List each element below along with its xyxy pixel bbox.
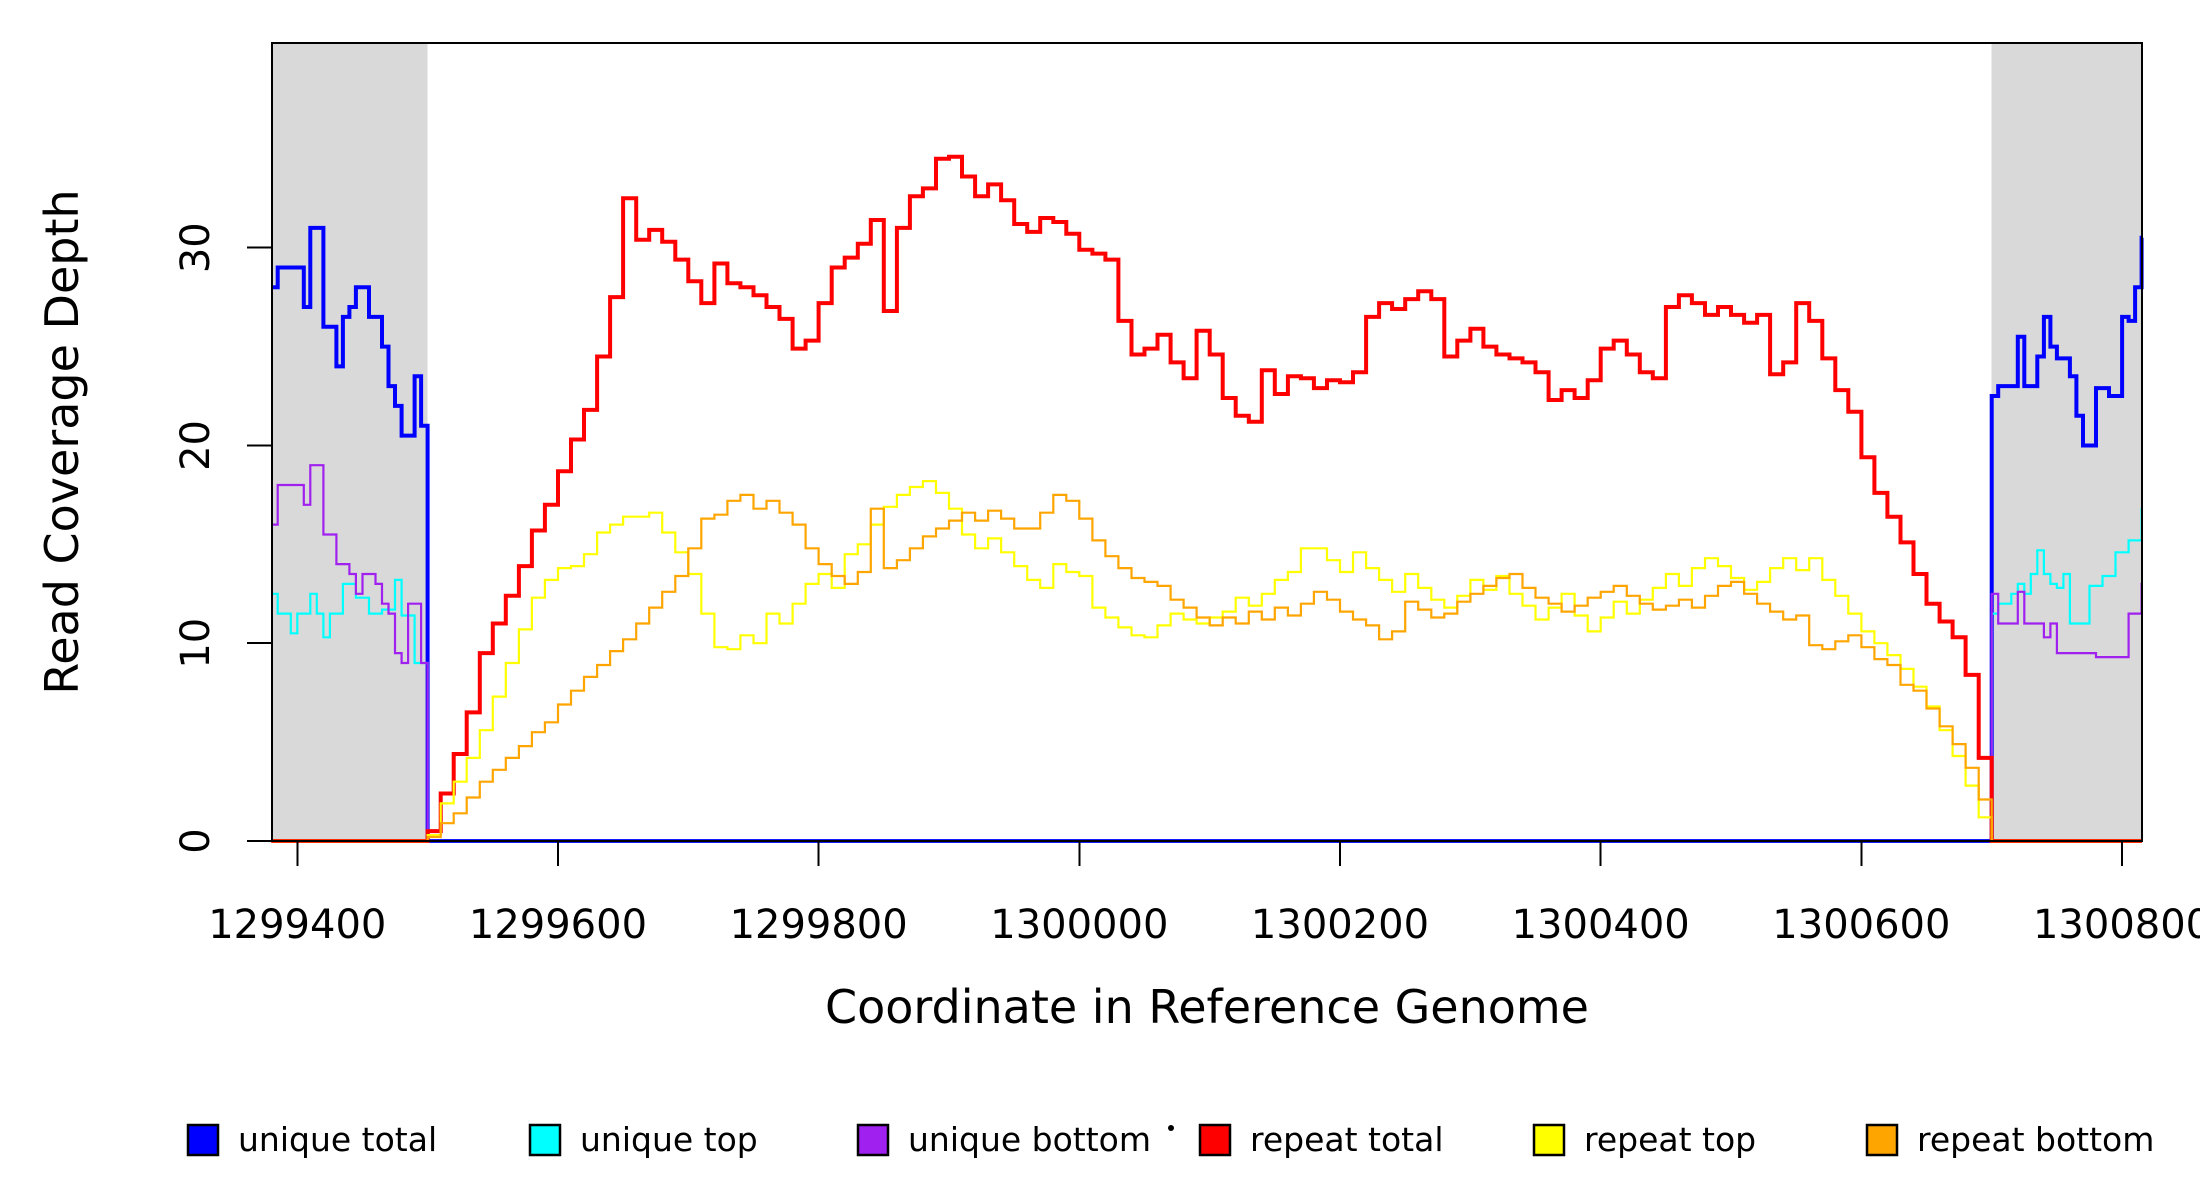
x-tick-label: 1299800 (730, 902, 908, 948)
legend-item-unique-bottom: unique bottom (856, 1120, 1151, 1159)
legend-item-repeat-total: repeat total (1198, 1120, 1444, 1159)
legend-label: unique bottom (908, 1120, 1151, 1159)
series-line-repeat-top (271, 480, 2142, 843)
legend-item-unique-top: unique top (528, 1120, 758, 1159)
series-line-unique-bottom (271, 464, 2143, 843)
shaded-regions (272, 43, 2142, 841)
legend-label: unique total (238, 1120, 437, 1159)
legend-label: repeat top (1584, 1120, 1756, 1159)
legend-label: repeat bottom (1917, 1120, 2154, 1159)
series-line-unique-top (271, 507, 2143, 843)
x-axis: 1299400 1299600 1299800 1300000 1300200 13004… (208, 841, 2200, 948)
legend-swatch-repeat-bottom (1865, 1123, 1899, 1157)
stray-dot-artifact (1168, 1125, 1174, 1131)
y-tick-label: 30 (173, 222, 219, 273)
x-tick-label: 1300400 (1512, 902, 1690, 948)
x-tick-label: 1300600 (1772, 902, 1950, 948)
y-axis-title: Read Coverage Depth (35, 189, 89, 694)
shaded-region (272, 43, 428, 841)
y-tick-label: 10 (173, 618, 219, 669)
series-line-repeat-bottom (271, 493, 2142, 843)
legend-item-unique-total: unique total (186, 1120, 437, 1159)
legend-item-repeat-bottom: repeat bottom (1865, 1120, 2154, 1159)
x-tick-label: 1300800 (2033, 902, 2200, 948)
legend-swatch-repeat-top (1532, 1123, 1566, 1157)
legend-swatch-unique-total (186, 1123, 220, 1157)
legend: unique total unique top unique bottom repea… (186, 1120, 2154, 1159)
plot-box (271, 42, 2143, 842)
y-tick-label: 0 (173, 828, 219, 853)
legend-swatch-unique-bottom (856, 1123, 890, 1157)
legend-item-repeat-top: repeat top (1532, 1120, 1756, 1159)
x-tick-label: 1300000 (990, 902, 1168, 948)
series-lines (271, 154, 2144, 843)
legend-label: unique top (580, 1120, 758, 1159)
x-axis-title: Coordinate in Reference Genome (825, 980, 1589, 1034)
series-line-unique-total (271, 225, 2144, 843)
y-tick-label: 20 (173, 420, 219, 471)
y-axis: 0 10 20 30 (173, 222, 272, 854)
series-line-repeat-total (271, 154, 2142, 843)
legend-swatch-unique-top (528, 1123, 562, 1157)
legend-label: repeat total (1250, 1120, 1444, 1159)
shaded-region (1991, 43, 2142, 841)
x-tick-label: 1299600 (469, 902, 647, 948)
x-tick-label: 1300200 (1251, 902, 1429, 948)
legend-swatch-repeat-total (1198, 1123, 1232, 1157)
x-tick-label: 1299400 (208, 902, 386, 948)
